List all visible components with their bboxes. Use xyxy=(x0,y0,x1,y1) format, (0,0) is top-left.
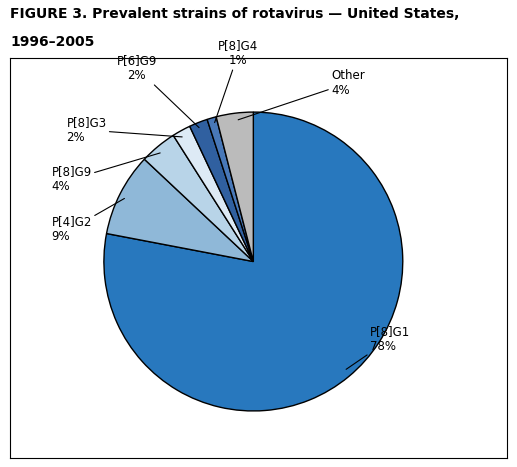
Wedge shape xyxy=(144,135,253,262)
Text: FIGURE 3. Prevalent strains of rotavirus — United States,: FIGURE 3. Prevalent strains of rotavirus… xyxy=(10,7,460,21)
Wedge shape xyxy=(107,159,253,262)
Text: Other
4%: Other 4% xyxy=(238,69,365,120)
Text: P[4]G2
9%: P[4]G2 9% xyxy=(52,198,125,243)
Text: P[6]G9
2%: P[6]G9 2% xyxy=(116,54,199,127)
Wedge shape xyxy=(104,112,403,411)
Wedge shape xyxy=(207,117,253,262)
Wedge shape xyxy=(173,126,253,262)
Text: P[8]G9
4%: P[8]G9 4% xyxy=(52,153,160,193)
Text: P[8]G3
2%: P[8]G3 2% xyxy=(67,116,182,144)
Wedge shape xyxy=(190,120,253,262)
Text: P[8]G4
1%: P[8]G4 1% xyxy=(215,39,258,122)
Text: P[8]G1
78%: P[8]G1 78% xyxy=(346,325,410,369)
Wedge shape xyxy=(216,112,253,262)
Text: 1996–2005: 1996–2005 xyxy=(10,35,95,49)
